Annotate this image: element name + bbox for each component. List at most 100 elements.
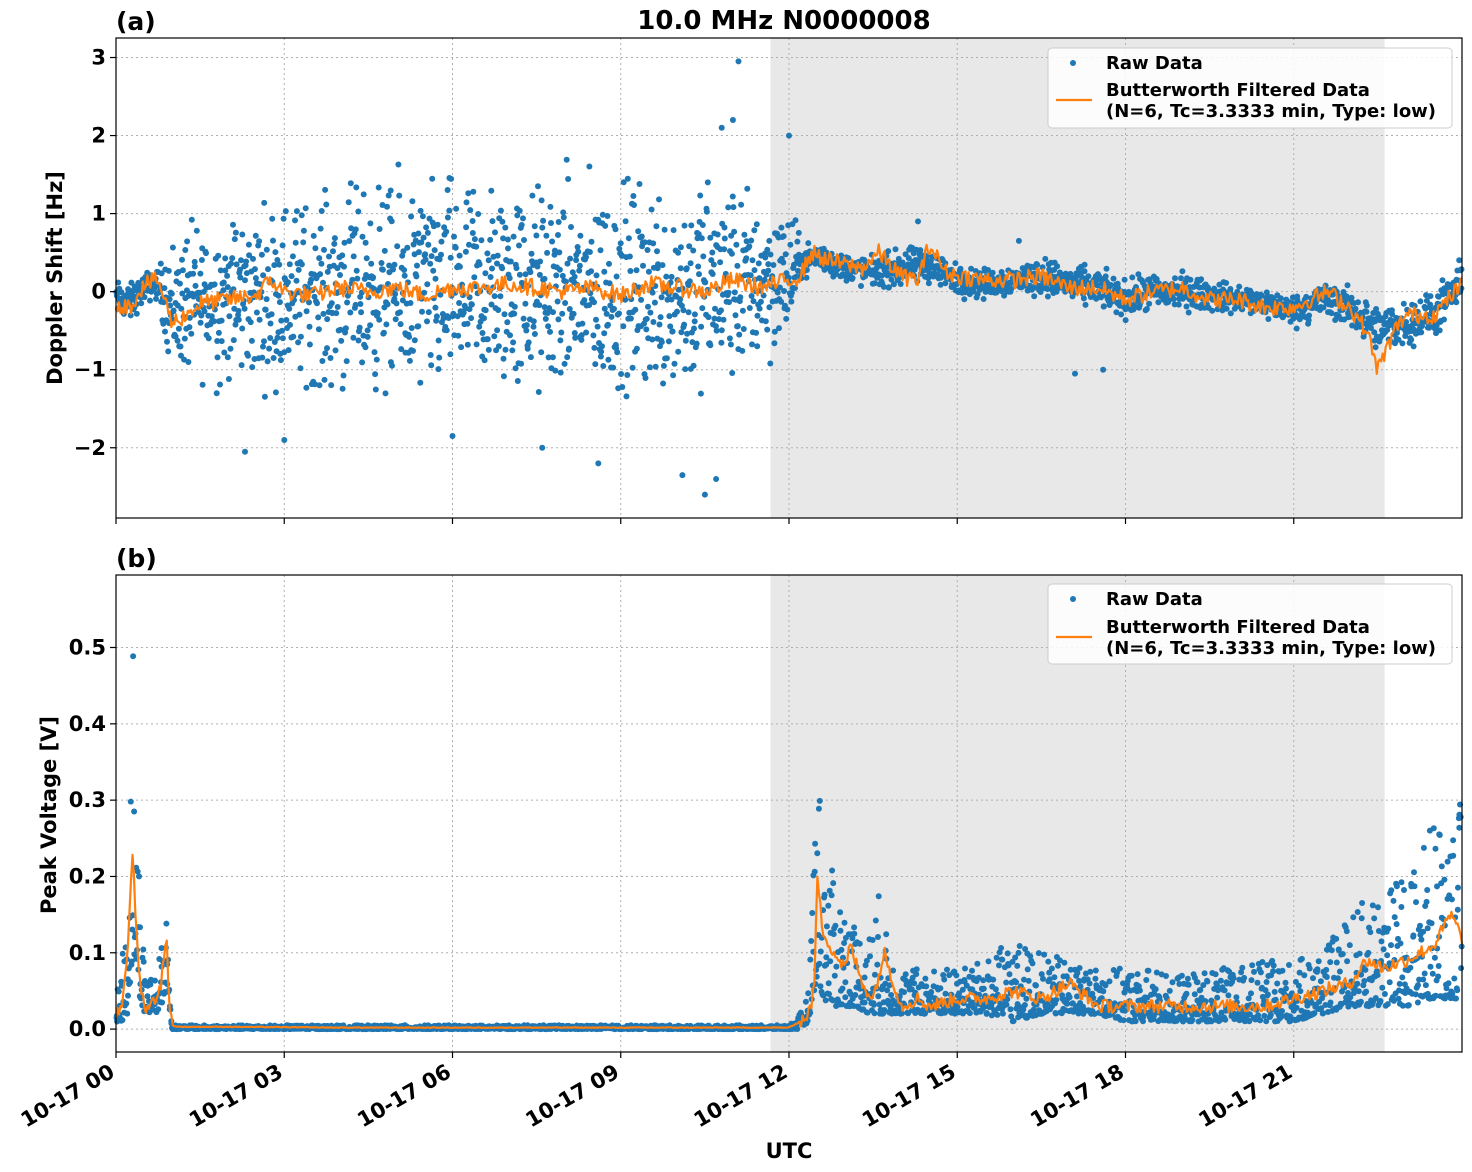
raw-data-point [1029,960,1036,967]
legend-raw-marker [1070,60,1076,66]
raw-data-point [655,261,661,268]
raw-data-point [415,230,422,237]
raw-data-point [624,372,631,378]
raw-data-point [245,352,251,359]
raw-data-point [380,329,387,336]
raw-data-point [993,954,1000,961]
raw-data-point [1286,962,1292,968]
raw-data-point [557,337,564,344]
raw-data-point [359,359,366,366]
raw-data-point [851,924,858,931]
raw-data-point [721,235,728,242]
raw-data-point [544,310,551,316]
raw-data-point [316,382,323,389]
raw-data-point [275,292,282,299]
raw-data-point [1191,991,1198,998]
raw-data-point [401,272,408,279]
raw-data-point [348,225,355,232]
raw-data-point [812,840,819,847]
raw-data-point [625,235,632,242]
raw-data-point [888,992,895,998]
raw-data-point [985,958,992,965]
raw-data-point [902,971,909,978]
raw-data-point [576,262,583,269]
raw-data-point [811,868,818,875]
raw-data-point [826,991,832,997]
raw-data-point [771,328,778,335]
raw-data-point [454,313,461,320]
raw-data-point [465,190,472,197]
raw-data-point [590,332,597,339]
raw-data-point [1204,978,1211,985]
raw-data-point [127,312,134,319]
raw-data-point [675,348,682,355]
raw-data-point [495,307,502,313]
raw-data-point [198,312,205,319]
raw-data-point [235,307,242,314]
raw-data-point [355,208,362,215]
raw-data-point [1116,965,1123,972]
raw-data-point [1241,974,1248,981]
raw-data-point [761,276,768,283]
raw-data-point [594,323,601,330]
raw-data-point [295,339,302,346]
raw-data-point [1136,987,1143,994]
raw-data-point [627,268,634,274]
raw-data-point [825,980,832,987]
raw-data-point [645,268,652,275]
raw-data-point [478,237,485,244]
raw-data-point [267,335,274,341]
raw-data-point [516,271,523,278]
raw-data-point [1040,975,1046,982]
raw-data-point [623,393,630,400]
raw-data-point [415,323,422,330]
raw-data-point [448,175,455,182]
raw-data-point [419,213,426,220]
raw-data-point [782,251,789,258]
raw-data-point [319,358,326,364]
raw-data-point [518,360,525,367]
raw-data-point [574,244,581,250]
raw-data-point [392,316,399,323]
raw-data-point [328,300,335,307]
raw-data-point [591,344,598,351]
raw-data-point [712,323,719,330]
raw-data-point [1194,979,1201,986]
raw-data-point [571,273,578,280]
raw-data-point [428,253,435,260]
raw-data-point [451,233,457,240]
raw-data-point [1024,966,1031,973]
raw-data-point [288,273,295,280]
raw-data-point [1248,990,1254,997]
raw-data-point [238,362,245,369]
raw-data-point [297,333,304,340]
raw-data-point [552,367,559,374]
raw-data-point [252,232,259,239]
raw-data-point [324,268,331,275]
raw-data-point [311,293,318,300]
raw-data-point [728,250,735,257]
raw-data-point [897,281,904,287]
raw-data-point [717,259,724,266]
raw-data-point [127,798,134,805]
raw-data-point [837,927,844,934]
raw-data-point [506,275,513,282]
raw-data-point [271,262,278,269]
raw-data-point [691,318,698,325]
raw-data-point [592,361,599,368]
raw-data-point [1187,276,1194,283]
raw-data-point [1100,988,1107,995]
raw-data-point [1439,277,1446,284]
raw-data-point [727,341,734,348]
raw-data-point [718,339,725,346]
raw-data-point [278,317,285,324]
raw-data-point [718,307,724,314]
raw-data-point [491,333,498,340]
raw-data-point [520,315,527,322]
raw-data-point [911,980,918,987]
raw-data-point [237,274,244,281]
raw-data-point [467,207,474,214]
raw-data-point [181,335,188,342]
raw-data-point [601,330,608,337]
raw-data-point [138,300,145,307]
